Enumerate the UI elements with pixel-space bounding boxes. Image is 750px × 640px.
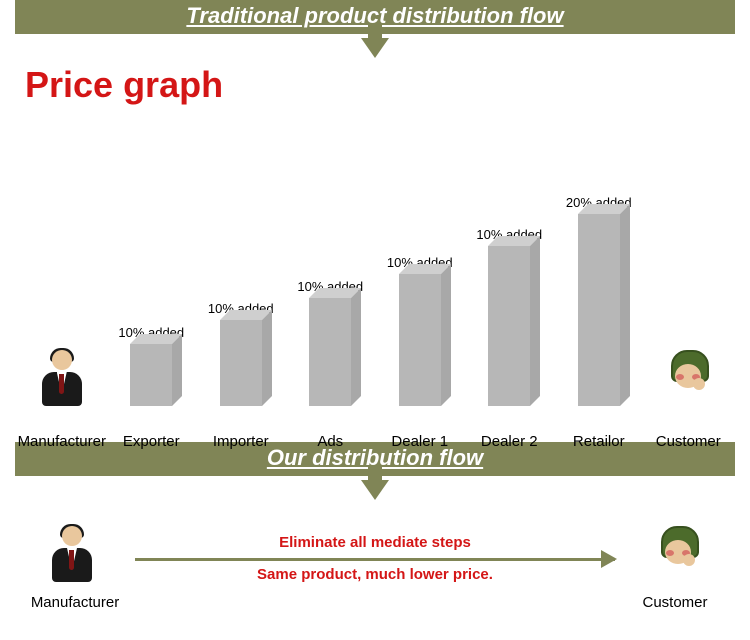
price-bar (130, 344, 172, 406)
flow-text-lower-price: Same product, much lower price. (165, 566, 585, 583)
category-label: Dealer 1 (391, 433, 448, 450)
customer-label: Customer (625, 594, 725, 611)
chart-column: Customer (644, 146, 734, 406)
category-label: Manufacturer (18, 433, 106, 450)
chart-column: 10% addedDealer 1 (375, 146, 465, 406)
manufacturer-icon (39, 350, 85, 406)
chart-column: 10% addedExporter (107, 146, 197, 406)
chart-column: 10% addedAds (286, 146, 376, 406)
manufacturer-label: Manufacturer (25, 594, 125, 611)
traditional-chart-section: Price graph Manufacturer10% addedExporte… (15, 58, 735, 406)
customer-icon (655, 526, 701, 582)
direct-flow-diagram: Eliminate all mediate steps Same product… (15, 500, 735, 640)
category-label: Dealer 2 (481, 433, 538, 450)
category-label: Ads (317, 433, 343, 450)
manufacturer-icon (49, 526, 95, 582)
category-label: Customer (656, 433, 721, 450)
chart-column: 10% addedImporter (196, 146, 286, 406)
price-bar (578, 214, 620, 406)
long-arrow-icon (135, 558, 615, 561)
our-flow-section: Our distribution flow Eliminate all medi… (15, 442, 735, 640)
chart-column: 20% addedRetailor (554, 146, 644, 406)
customer-icon (665, 350, 711, 406)
price-bar (399, 274, 441, 406)
chart-column: 10% addedDealer 2 (465, 146, 555, 406)
price-bar-chart: Manufacturer10% addedExporter10% addedIm… (15, 146, 735, 406)
category-label: Importer (213, 433, 269, 450)
price-bar (220, 320, 262, 406)
chart-column: Manufacturer (17, 146, 107, 406)
flow-text-eliminate: Eliminate all mediate steps (165, 534, 585, 551)
price-graph-title: Price graph (25, 64, 223, 106)
price-bar (488, 246, 530, 406)
price-bar (309, 298, 351, 406)
category-label: Retailor (573, 433, 625, 450)
category-label: Exporter (123, 433, 180, 450)
down-arrow-icon (361, 480, 389, 500)
down-arrow-icon (361, 38, 389, 58)
